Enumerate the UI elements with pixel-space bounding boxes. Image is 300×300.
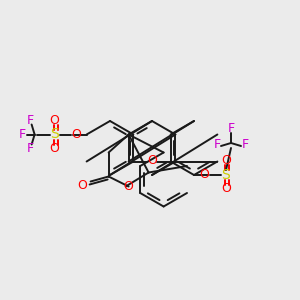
- Text: F: F: [19, 128, 26, 141]
- Text: F: F: [242, 139, 249, 152]
- Text: O: O: [147, 154, 157, 167]
- Text: O: O: [78, 179, 88, 192]
- Text: F: F: [227, 122, 235, 136]
- Text: O: O: [50, 114, 60, 127]
- Text: O: O: [124, 180, 134, 193]
- Text: S: S: [50, 128, 59, 142]
- Text: O: O: [221, 182, 231, 196]
- Text: F: F: [27, 142, 34, 155]
- Text: O: O: [72, 128, 82, 141]
- Text: O: O: [199, 169, 209, 182]
- Text: F: F: [213, 139, 220, 152]
- Text: O: O: [50, 142, 60, 155]
- Text: O: O: [221, 154, 231, 167]
- Text: F: F: [27, 114, 34, 127]
- Text: S: S: [222, 168, 230, 182]
